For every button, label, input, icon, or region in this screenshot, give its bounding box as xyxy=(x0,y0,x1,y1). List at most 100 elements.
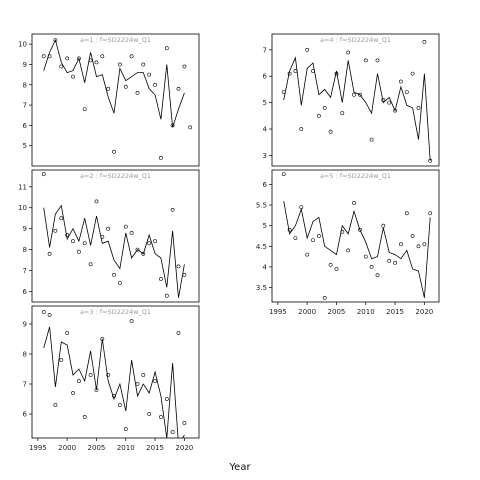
observed-point xyxy=(176,86,181,91)
observed-point xyxy=(141,251,146,256)
x-tick-label: 2000 xyxy=(298,308,316,316)
observed-point xyxy=(100,235,105,239)
fitted-line xyxy=(283,200,431,298)
observed-point xyxy=(375,273,380,278)
fitted-line xyxy=(43,326,185,438)
observed-point xyxy=(387,258,392,263)
observed-point xyxy=(281,172,286,177)
observed-point xyxy=(410,234,415,238)
observed-point xyxy=(47,313,52,317)
observed-point xyxy=(170,207,175,212)
observed-point xyxy=(176,331,181,335)
observed-point xyxy=(369,137,374,142)
observed-point xyxy=(322,106,327,110)
observed-point xyxy=(65,331,70,335)
observed-point xyxy=(316,113,321,118)
panel-title: a=4 : f=SD2224w_Q1 xyxy=(320,36,391,44)
observed-point xyxy=(88,373,93,377)
observed-point xyxy=(299,205,304,210)
panel-1: a=1 : f=SD2224w_Q1 5 6 7 8 9 10 xyxy=(18,33,200,167)
observed-point xyxy=(381,98,386,102)
plot-area xyxy=(41,310,187,438)
observed-point xyxy=(158,155,163,160)
observed-point xyxy=(363,58,368,63)
observed-point xyxy=(47,251,52,256)
x-tick-label: 2020 xyxy=(175,444,193,452)
observed-point xyxy=(322,295,327,300)
panel-title: a=1 : f=SD2224w_Q1 xyxy=(80,36,151,44)
observed-point xyxy=(404,90,409,95)
observed-point xyxy=(82,107,87,112)
y-tick-label: 8 xyxy=(23,351,27,359)
observed-point xyxy=(118,403,122,407)
observed-point xyxy=(352,92,356,97)
plot-area xyxy=(281,40,433,163)
observed-point xyxy=(153,239,158,244)
observed-point xyxy=(305,252,310,257)
y-tick-label: 4 xyxy=(263,263,268,271)
observed-point xyxy=(88,262,93,267)
observed-point xyxy=(305,47,310,52)
observed-point xyxy=(404,211,409,216)
panel-title: a=2 : f=SD2224w_Q1 xyxy=(80,172,151,180)
panel-frame xyxy=(271,169,440,303)
observed-point xyxy=(387,100,392,105)
observed-point xyxy=(416,106,421,110)
observed-point xyxy=(164,397,169,401)
observed-point xyxy=(182,272,187,277)
y-tick-label: 4.5 xyxy=(256,243,267,251)
observed-point xyxy=(363,254,368,259)
y-tick-label: 7 xyxy=(23,102,27,110)
y-tick-label: 3.5 xyxy=(256,284,267,292)
x-tick-label: 2010 xyxy=(117,444,135,452)
observed-point xyxy=(106,373,111,377)
observed-point xyxy=(53,228,58,233)
y-tick-label: 7 xyxy=(23,267,27,275)
observed-point xyxy=(381,223,386,228)
observed-point xyxy=(340,111,345,116)
panel-frame xyxy=(31,305,200,439)
y-tick-label: 5 xyxy=(263,222,267,230)
y-tick-label: 5 xyxy=(23,142,27,150)
observed-point xyxy=(100,337,105,341)
observed-point xyxy=(357,227,362,232)
fitted-line xyxy=(43,38,185,128)
fitted-line xyxy=(43,204,185,298)
panel-frame xyxy=(31,169,200,303)
observed-point xyxy=(393,108,398,113)
observed-point xyxy=(346,50,351,55)
observed-point xyxy=(281,90,286,95)
observed-point xyxy=(135,247,140,252)
observed-point xyxy=(393,260,398,265)
x-tick-label: 2005 xyxy=(88,444,106,452)
observed-point xyxy=(176,264,181,269)
x-tick-label: 2020 xyxy=(415,308,433,316)
observed-point xyxy=(334,267,339,271)
observed-point xyxy=(123,84,128,89)
observed-point xyxy=(53,403,58,407)
y-tick-label: 6 xyxy=(23,122,28,130)
observed-point xyxy=(398,242,403,247)
y-tick-label: 9 xyxy=(23,61,27,69)
observed-point xyxy=(59,64,64,69)
observed-point xyxy=(328,262,333,267)
observed-point xyxy=(164,293,169,298)
observed-point xyxy=(59,358,64,362)
observed-point xyxy=(112,394,116,398)
y-tick-label: 3 xyxy=(263,152,267,160)
x-tick-label: 2005 xyxy=(328,308,346,316)
observed-point xyxy=(94,199,99,204)
observed-point xyxy=(147,241,152,246)
observed-point xyxy=(416,244,421,249)
observed-point xyxy=(41,172,46,177)
y-tick-label: 6 xyxy=(263,73,268,81)
observed-point xyxy=(147,412,152,416)
observed-point xyxy=(311,69,315,73)
x-tick-label: 2000 xyxy=(58,444,76,452)
y-tick-label: 6 xyxy=(23,288,28,296)
observed-point xyxy=(118,281,122,286)
observed-point xyxy=(118,62,122,67)
y-tick-label: 9 xyxy=(23,321,27,329)
observed-point xyxy=(129,319,134,323)
y-tick-label: 5.5 xyxy=(256,202,267,210)
